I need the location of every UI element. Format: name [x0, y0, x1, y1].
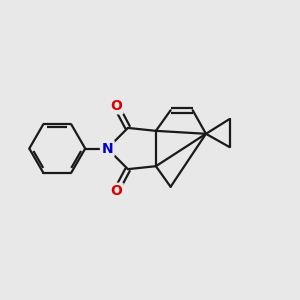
- Text: O: O: [110, 184, 122, 198]
- Text: O: O: [110, 99, 122, 113]
- Text: N: N: [101, 142, 113, 155]
